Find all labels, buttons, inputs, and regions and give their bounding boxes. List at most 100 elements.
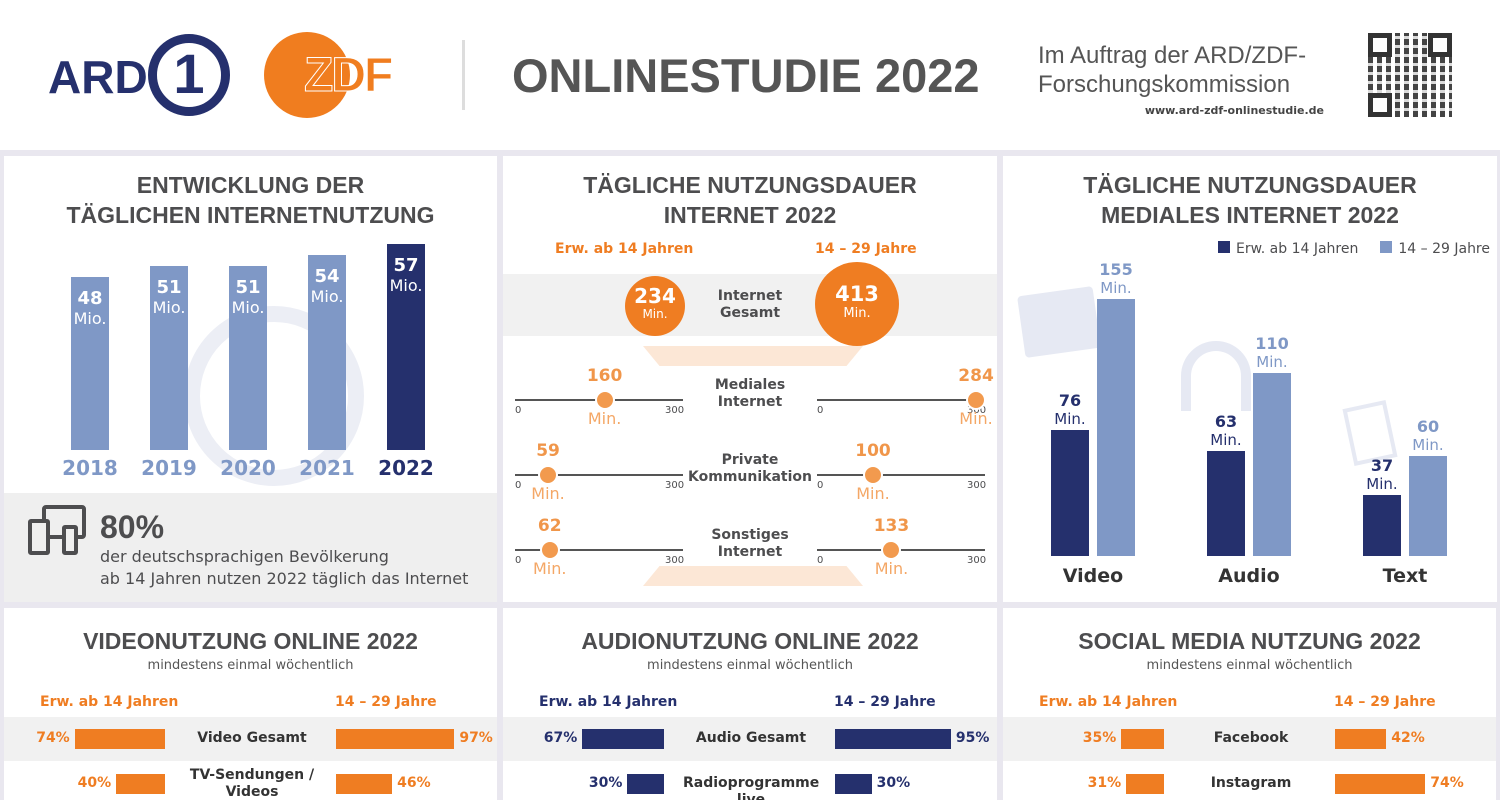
bar-unit: Min. [1256,353,1288,372]
bar-value-label: 48 [77,287,103,309]
highlight-percent: 80% [100,509,165,545]
percent-label-youth: 42% [1391,730,1425,746]
bar-value-label: 60 [1416,417,1440,437]
bar-youth [835,774,872,794]
bar-unit: Mio. [73,308,107,328]
total-label: Internet Gesamt [690,288,810,322]
panel-subtitle: mindestens einmal wöchentlich [1146,658,1353,673]
bar-unit: Min. [1054,409,1086,428]
bar-unit: Mio. [231,297,265,317]
panel-title: ENTWICKLUNG DER [136,172,365,198]
slider-track [817,399,985,401]
value-label: 160 [586,366,623,386]
column-header-youth: 14 – 29 Jahre [1334,694,1436,710]
percent-label-adults: 74% [36,730,70,746]
ard-one-icon: 1 [148,34,230,116]
unit-label: Min. [587,409,622,428]
bar-youth [1335,729,1387,749]
scale-max: 300 [967,480,987,491]
bar-unit: Min. [1412,436,1444,455]
percent-label-adults: 30% [588,775,623,791]
year-label: 2022 [378,456,434,480]
total-label-line1: Internet [717,288,783,304]
scale-max: 300 [665,480,685,491]
bar-2019: 51 Mio. [150,265,188,450]
slider-marker [881,540,902,560]
total-circle-youth: 413 Min. [815,262,899,346]
category-label-line: Audio Gesamt [695,730,807,746]
bar-value-label: 76 [1058,390,1082,410]
slider-marker [966,390,987,410]
category-label: Audio Gesamt [683,730,819,747]
category-label: Instagram [1183,775,1319,792]
bar-value-label: 155 [1099,259,1133,279]
bar-youth [1335,774,1426,794]
highlight-band [1003,717,1496,761]
panel-video: VIDEONUTZUNG ONLINE 2022 mindestens einma… [4,608,497,800]
bar-value-label: 63 [1214,412,1238,432]
unit-label: Min. [959,409,993,428]
category-label: Sonstiges Internet [680,527,820,561]
legend-label: 14 – 29 Jahre [1398,241,1490,257]
panel-subtitle: mindestens einmal wöchentlich [647,658,853,673]
bar-unit: Mio. [152,297,186,317]
column-header-adults: Erw. ab 14 Jahren [40,694,179,710]
slider-marker [539,540,560,560]
bar-2020: 51 Mio. [229,265,267,450]
panel-social-media: SOCIAL MEDIA NUTZUNG 2022 mindestens einm… [1003,608,1496,800]
bar-adults [116,774,165,794]
bar-adults [582,729,664,749]
legend-swatch [1380,241,1393,253]
panel-audio: AUDIONUTZUNG ONLINE 2022 mindestens einma… [503,608,997,800]
zdf-logo: ZDF [264,32,409,118]
bar-youth [336,774,393,794]
info-text-2: ab 14 Jahren nutzen 2022 täglich das Int… [100,569,469,588]
panel-title: AUDIONUTZUNG ONLINE 2022 [581,628,919,654]
category-label-line: Sonstiges [711,527,789,543]
unit-label: Min. [531,484,565,503]
category-label: Private Kommunikation [680,452,820,486]
panel-title: SOCIAL MEDIA NUTZUNG 2022 [1078,628,1421,654]
scale-min: 0 [817,405,824,416]
percent-label-youth: 30% [876,775,911,791]
slider-marker [594,390,615,410]
column-header-adults: Erw. ab 14 Jahren [1039,694,1178,710]
scale-max: 300 [967,405,987,416]
slider-track [515,474,683,476]
page-title: ONLINESTUDIE 2022 [512,49,980,102]
bar-unit: Min. [1210,431,1242,450]
percent-label-youth: 97% [459,730,493,746]
bar-youth [835,729,951,749]
year-label: 2019 [141,456,197,480]
total-band [503,274,997,336]
unit-label: Min. [532,559,567,578]
bar-unit: Min. [1366,474,1398,493]
percent-label-adults: 31% [1087,775,1122,791]
category-label-line: Private [721,452,779,468]
hourglass-icon [643,346,863,586]
divider [462,40,465,110]
scale-max: 300 [665,405,685,416]
category-label: Text [1382,565,1428,587]
panel-title: VIDEONUTZUNG ONLINE 2022 [83,628,418,654]
year-label: 2020 [220,456,276,480]
slider-marker [863,465,883,485]
legend: Erw. ab 14 Jahren 14 – 29 Jahre [1218,241,1490,257]
website-link[interactable]: www.ard-zdf-onlinestudie.de [1144,104,1324,117]
column-header-adults: Erw. ab 14 Jahren [539,694,678,710]
commission-line1: Im Auftrag der ARD/ZDF- [1038,42,1307,69]
ard-logo-text: ARD [48,51,148,103]
video-film-icon [1017,286,1101,358]
legend-label: Erw. ab 14 Jahren [1236,241,1359,257]
scale-min: 0 [817,480,824,491]
column-header-youth: 14 – 29 Jahre [815,241,917,257]
unit: Min. [642,307,668,321]
ard-logo: ARD 1 [48,32,233,118]
value-label: 133 [873,516,910,536]
panel-title: INTERNET 2022 [663,202,837,228]
value-label: 284 [958,366,994,386]
bar-video-youth [1097,298,1135,556]
bar-text-adults [1363,494,1401,556]
category-label-line: Mediales [714,377,786,393]
total-value-youth: 413 [835,282,879,306]
